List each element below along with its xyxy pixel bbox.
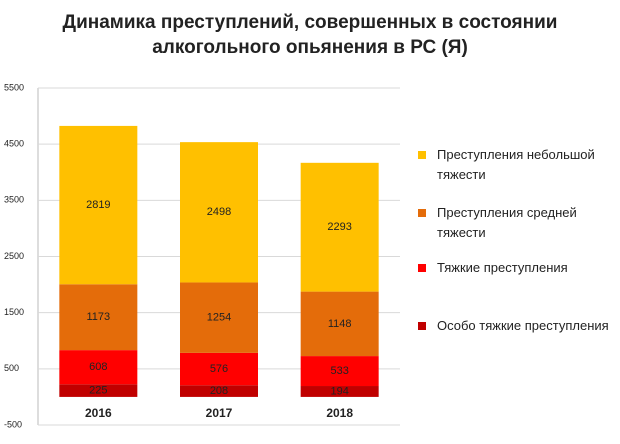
legend-swatch bbox=[418, 264, 426, 272]
data-label: 225 bbox=[89, 385, 107, 397]
x-tick-label: 2016 bbox=[85, 406, 112, 420]
x-tick-label: 2018 bbox=[326, 406, 353, 420]
data-label: 194 bbox=[330, 385, 348, 397]
bar-segment bbox=[59, 284, 138, 351]
data-label: 208 bbox=[210, 385, 228, 397]
y-tick-label: -500 bbox=[4, 419, 22, 429]
data-label: 1254 bbox=[207, 312, 231, 324]
bar-segment bbox=[59, 384, 138, 397]
legend-swatch bbox=[418, 151, 426, 159]
bar-segment bbox=[300, 386, 379, 397]
data-label: 2819 bbox=[86, 199, 110, 211]
bar-segment bbox=[300, 162, 379, 292]
data-label: 2293 bbox=[327, 221, 351, 233]
legend-label: Преступления средней тяжести bbox=[437, 205, 577, 240]
legend-label: Преступления небольшой тяжести bbox=[437, 147, 595, 182]
data-label: 2498 bbox=[207, 206, 231, 218]
x-tick-label: 2017 bbox=[206, 406, 233, 420]
data-label: 1148 bbox=[328, 318, 352, 330]
bar-segment bbox=[180, 385, 258, 397]
y-tick-label: 5500 bbox=[4, 82, 24, 92]
legend-item: Тяжкие преступления bbox=[418, 258, 618, 278]
y-tick-label: 2500 bbox=[4, 251, 24, 261]
data-label: 1173 bbox=[87, 311, 111, 323]
bar-segment bbox=[180, 142, 258, 283]
legend-item: Преступления небольшой тяжести bbox=[418, 145, 618, 185]
y-tick-label: 500 bbox=[4, 363, 19, 373]
bar-segment bbox=[180, 282, 258, 353]
legend-item: Преступления средней тяжести bbox=[418, 203, 618, 243]
chart-title: Динамика преступлений, совершенных в сос… bbox=[62, 12, 558, 58]
bar-segment bbox=[59, 350, 138, 385]
bar-segment bbox=[59, 125, 138, 285]
legend-swatch bbox=[418, 209, 426, 217]
data-label: 576 bbox=[210, 363, 228, 375]
legend-label: Особо тяжкие преступления bbox=[437, 318, 609, 333]
legend-swatch bbox=[418, 322, 426, 330]
data-label: 533 bbox=[330, 365, 348, 377]
data-label: 608 bbox=[89, 361, 107, 373]
y-tick-label: 3500 bbox=[4, 195, 24, 205]
legend-label: Тяжкие преступления bbox=[437, 260, 568, 275]
bar-segment bbox=[300, 356, 379, 387]
y-tick-label: 4500 bbox=[4, 139, 24, 149]
y-tick-label: 1500 bbox=[4, 307, 24, 317]
legend-item: Особо тяжкие преступления bbox=[418, 316, 618, 336]
bar-segment bbox=[300, 291, 379, 357]
bar-segment bbox=[180, 352, 258, 386]
